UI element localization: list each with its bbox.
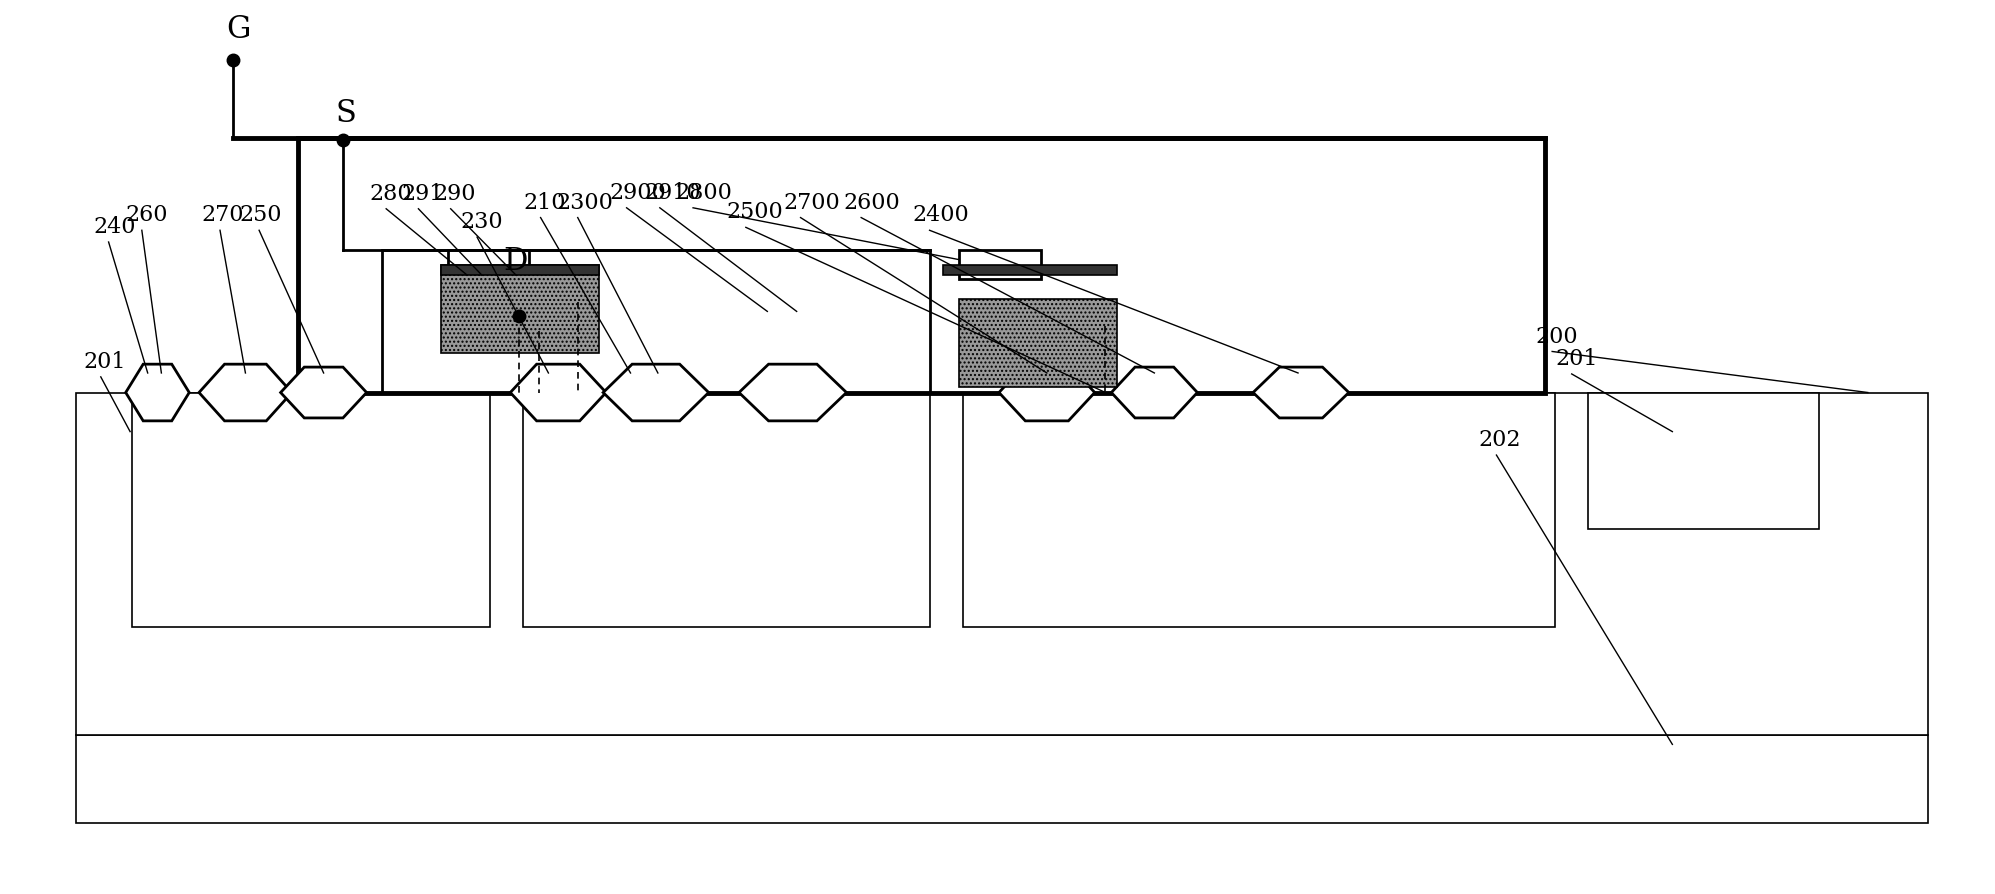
- Text: 202: 202: [1478, 429, 1522, 451]
- Text: 291: 291: [401, 183, 445, 205]
- Polygon shape: [281, 367, 367, 417]
- Polygon shape: [200, 364, 291, 421]
- Polygon shape: [511, 364, 606, 421]
- Text: 210: 210: [523, 191, 565, 214]
- Text: 260: 260: [126, 205, 168, 226]
- Polygon shape: [738, 364, 846, 421]
- Text: S: S: [335, 97, 357, 129]
- Text: 201: 201: [84, 351, 126, 373]
- Text: 2400: 2400: [912, 205, 970, 226]
- Bar: [383, 249, 930, 392]
- Bar: [441, 266, 598, 353]
- Text: D: D: [503, 246, 529, 277]
- Text: 270: 270: [201, 205, 243, 226]
- Bar: [1588, 392, 1819, 529]
- Polygon shape: [1111, 367, 1197, 417]
- Text: 230: 230: [461, 211, 503, 233]
- Text: 240: 240: [94, 216, 136, 238]
- Text: 2300: 2300: [557, 191, 612, 214]
- Bar: [944, 266, 1117, 275]
- Text: 280: 280: [369, 183, 413, 205]
- Polygon shape: [602, 364, 708, 421]
- Bar: [441, 266, 598, 275]
- Text: 200: 200: [1536, 325, 1578, 348]
- Polygon shape: [999, 364, 1095, 421]
- Bar: [297, 139, 1546, 392]
- Text: 2600: 2600: [844, 191, 900, 214]
- Bar: [76, 392, 1929, 735]
- Polygon shape: [1253, 367, 1349, 417]
- Bar: [447, 249, 529, 279]
- Text: 2910: 2910: [644, 181, 700, 204]
- Bar: [964, 392, 1554, 627]
- Text: 290: 290: [433, 183, 475, 205]
- Bar: [76, 735, 1929, 822]
- Text: G: G: [225, 13, 249, 45]
- Text: 250: 250: [239, 205, 281, 226]
- Text: 2800: 2800: [676, 181, 732, 204]
- Bar: [960, 299, 1117, 386]
- Bar: [960, 249, 1041, 279]
- Text: 2700: 2700: [782, 191, 840, 214]
- Text: 201: 201: [1554, 348, 1598, 370]
- Bar: [132, 392, 489, 627]
- Text: 2500: 2500: [726, 201, 782, 224]
- Bar: [523, 392, 930, 627]
- Text: 2900: 2900: [608, 181, 666, 204]
- Polygon shape: [126, 364, 190, 421]
